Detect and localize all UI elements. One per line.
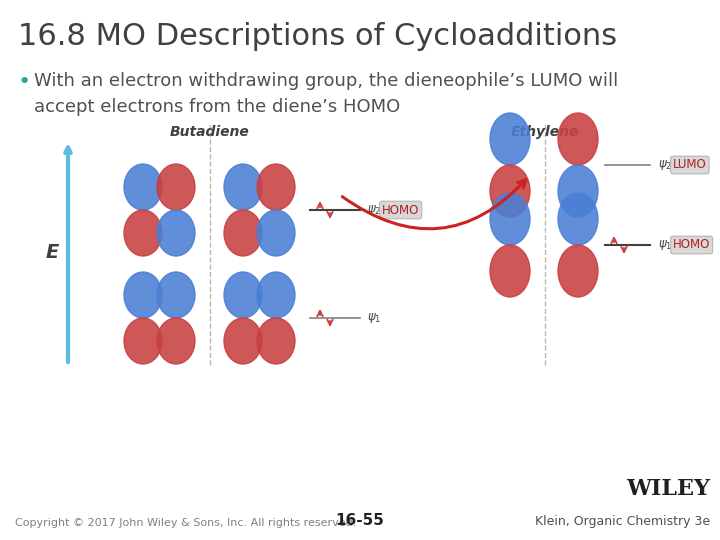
Ellipse shape [490,113,530,165]
Ellipse shape [124,210,162,256]
Ellipse shape [124,164,162,210]
Text: Klein, Organic Chemistry 3e: Klein, Organic Chemistry 3e [535,515,710,528]
Ellipse shape [490,245,530,297]
Text: E: E [45,244,59,262]
Text: $\psi_2$: $\psi_2$ [367,203,381,217]
Ellipse shape [157,272,195,318]
Text: Copyright © 2017 John Wiley & Sons, Inc. All rights reserved.: Copyright © 2017 John Wiley & Sons, Inc.… [15,518,356,528]
FancyArrowPatch shape [342,180,526,229]
Ellipse shape [157,164,195,210]
Text: $\psi_1$: $\psi_1$ [367,311,381,325]
Text: Butadiene: Butadiene [170,125,250,139]
Text: Ethylene: Ethylene [510,125,579,139]
Ellipse shape [224,318,262,364]
Text: HOMO: HOMO [382,204,419,217]
Text: •: • [18,72,31,92]
Ellipse shape [558,193,598,245]
Ellipse shape [224,272,262,318]
Text: WILEY: WILEY [626,478,710,500]
Ellipse shape [257,210,295,256]
Ellipse shape [558,165,598,217]
Text: 16-55: 16-55 [336,513,384,528]
Ellipse shape [257,318,295,364]
Ellipse shape [558,245,598,297]
Text: $\psi_2$: $\psi_2$ [658,158,672,172]
Text: $\psi_1$: $\psi_1$ [658,238,672,252]
Ellipse shape [490,193,530,245]
Text: HOMO: HOMO [673,239,711,252]
Ellipse shape [124,272,162,318]
Ellipse shape [257,164,295,210]
Ellipse shape [157,318,195,364]
Ellipse shape [124,318,162,364]
Ellipse shape [558,113,598,165]
Ellipse shape [157,210,195,256]
Ellipse shape [257,272,295,318]
Ellipse shape [224,164,262,210]
Ellipse shape [224,210,262,256]
Ellipse shape [490,165,530,217]
Text: 16.8 MO Descriptions of Cycloadditions: 16.8 MO Descriptions of Cycloadditions [18,22,617,51]
Text: LUMO: LUMO [673,159,707,172]
Text: With an electron withdrawing group, the dieneophile’s LUMO will
accept electrons: With an electron withdrawing group, the … [34,72,618,116]
